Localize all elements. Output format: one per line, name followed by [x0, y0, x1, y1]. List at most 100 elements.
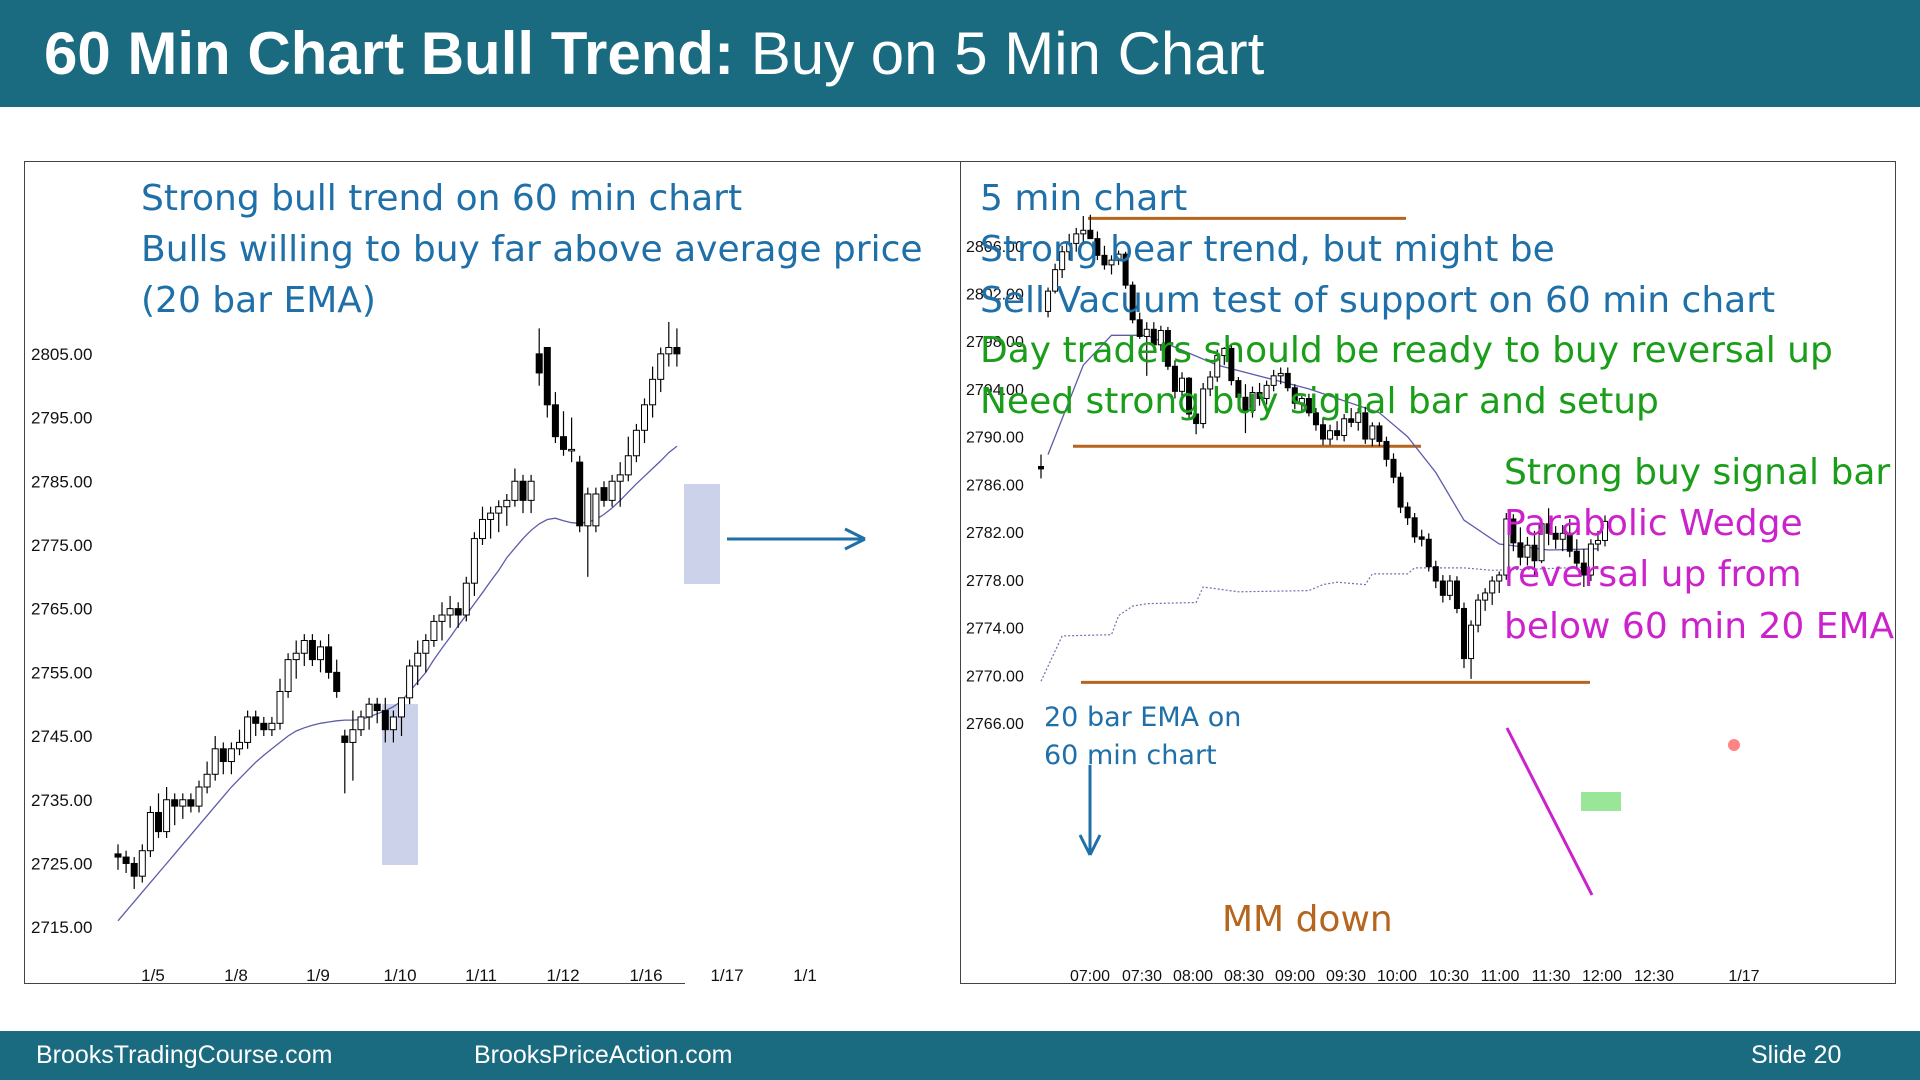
- price-candle: [1432, 566, 1439, 582]
- price-candle: [657, 353, 665, 380]
- price-candle: [1136, 319, 1143, 337]
- x-tick-label: 12:30: [1634, 968, 1674, 985]
- chart-5min-panel: 2806.00 2802.00 2798.00 2794.00 2790.00 2786.…: [960, 161, 1896, 985]
- cursor-dot: [1728, 739, 1740, 751]
- price-candle: [1503, 518, 1510, 576]
- annotation-text: Day traders should be ready to buy rever…: [980, 330, 1833, 371]
- price-candle: [1348, 418, 1355, 423]
- x-tick-label: 1/17: [1728, 968, 1759, 985]
- price-candle: [1045, 290, 1052, 312]
- price-candle: [665, 346, 673, 355]
- y-tick-label: 2794.00: [966, 382, 1024, 399]
- price-candle: [227, 748, 235, 763]
- annotation-text: Parabolic Wedge: [1504, 503, 1803, 544]
- ema-test-highlight: [382, 704, 418, 865]
- signal-bar-highlight: [1581, 792, 1621, 811]
- price-candle: [1552, 532, 1559, 540]
- price-candle: [1186, 377, 1193, 415]
- footer-site-center[interactable]: BrooksPriceAction.com: [474, 1041, 733, 1069]
- price-candle: [300, 640, 308, 654]
- price-candle: [551, 404, 559, 438]
- price-candle: [1362, 412, 1369, 440]
- price-candle: [1235, 380, 1242, 398]
- price-candle: [632, 429, 640, 457]
- y-tick-label: 2774.00: [966, 621, 1024, 638]
- price-candle: [1510, 518, 1517, 544]
- price-candle: [1341, 418, 1348, 436]
- y-tick-label: 2805.00: [31, 345, 92, 364]
- y-tick-label: 2795.00: [31, 409, 92, 428]
- x-tick-label: 08:00: [1173, 968, 1213, 985]
- slide-title: 60 Min Chart Bull Trend: Buy on 5 Min Ch…: [44, 18, 1264, 90]
- price-candle: [560, 436, 567, 450]
- annotation-text: 5 min chart: [980, 178, 1187, 219]
- price-candle: [146, 811, 154, 852]
- price-candle: [1256, 392, 1263, 399]
- price-candle: [479, 518, 486, 540]
- x-tick-label: 1/9: [306, 966, 330, 985]
- y-tick-label: 2745.00: [31, 727, 92, 746]
- price-candle: [195, 786, 203, 807]
- price-candle: [1411, 517, 1418, 538]
- price-candle: [260, 722, 268, 731]
- price-candle: [1312, 412, 1319, 426]
- slide-number: Slide 20: [1751, 1041, 1842, 1069]
- price-candle: [122, 856, 130, 864]
- price-candle: [487, 512, 495, 520]
- price-candle: [1602, 520, 1608, 541]
- x-tick-label: 1/5: [141, 966, 165, 985]
- price-candle: [1418, 536, 1425, 540]
- price-candle: [1038, 465, 1044, 470]
- annotation-text: Sell Vacuum test of support on 60 min ch…: [980, 280, 1775, 321]
- y-tick-label: 2735.00: [31, 791, 92, 810]
- price-candle: [519, 480, 527, 501]
- annotation-text: Bulls willing to buy far above average p…: [141, 229, 923, 270]
- x-tick-label: 1/1: [793, 966, 817, 985]
- price-candle: [1059, 251, 1066, 271]
- price-candle: [1228, 347, 1235, 382]
- price-candle: [276, 690, 284, 724]
- price-candle: [1207, 376, 1214, 390]
- price-candle: [1214, 355, 1221, 378]
- y-tick-label: 2770.00: [966, 668, 1024, 685]
- y-tick-label: 2778.00: [966, 573, 1024, 590]
- price-candle: [438, 614, 446, 622]
- price-candle: [1157, 329, 1164, 346]
- price-candle: [608, 480, 616, 501]
- price-candle: [138, 850, 146, 877]
- price-candle: [1482, 592, 1489, 601]
- price-candle: [381, 710, 389, 731]
- price-candle: [187, 799, 195, 807]
- chart-60min: 2805.00 2795.00 2785.00 2775.00 2765.00 2755.…: [31, 178, 962, 985]
- price-candle: [130, 862, 138, 877]
- price-candle: [1129, 284, 1136, 321]
- price-candle: [114, 853, 122, 858]
- title-bold-part: 60 Min Chart Bull Trend:: [44, 20, 735, 87]
- price-candle: [1052, 269, 1059, 292]
- price-candle: [1150, 328, 1157, 346]
- footer-site-left[interactable]: BrooksTradingCourse.com: [36, 1041, 333, 1069]
- price-candle: [511, 480, 519, 501]
- price-candle: [1171, 365, 1178, 392]
- price-candle: [673, 346, 681, 355]
- price-candle: [389, 716, 397, 731]
- y-tick-label: 2786.00: [966, 477, 1024, 494]
- chart-5min: 2806.00 2802.00 2798.00 2794.00 2790.00 2786.…: [966, 178, 1895, 985]
- price-candle: [1164, 329, 1171, 367]
- price-candle: [1404, 506, 1411, 519]
- price-candle: [1320, 424, 1326, 440]
- price-candle: [1390, 458, 1397, 478]
- price-candle: [527, 480, 535, 501]
- y-tick-label: 2765.00: [31, 600, 92, 619]
- price-candle: [1355, 412, 1362, 423]
- price-candle: [1538, 523, 1545, 562]
- annotation-text: below 60 min 20 EMA: [1504, 606, 1895, 647]
- price-candle: [535, 353, 543, 374]
- price-candle: [1531, 544, 1538, 562]
- annotation-text: MM down: [1222, 899, 1393, 940]
- price-candle: [1087, 229, 1094, 240]
- annotation-text: Strong buy signal bar: [1504, 452, 1890, 493]
- annotation-text: (20 bar EMA): [141, 280, 376, 321]
- x-tick-label: 1/11: [465, 966, 497, 985]
- price-candle: [1073, 233, 1080, 244]
